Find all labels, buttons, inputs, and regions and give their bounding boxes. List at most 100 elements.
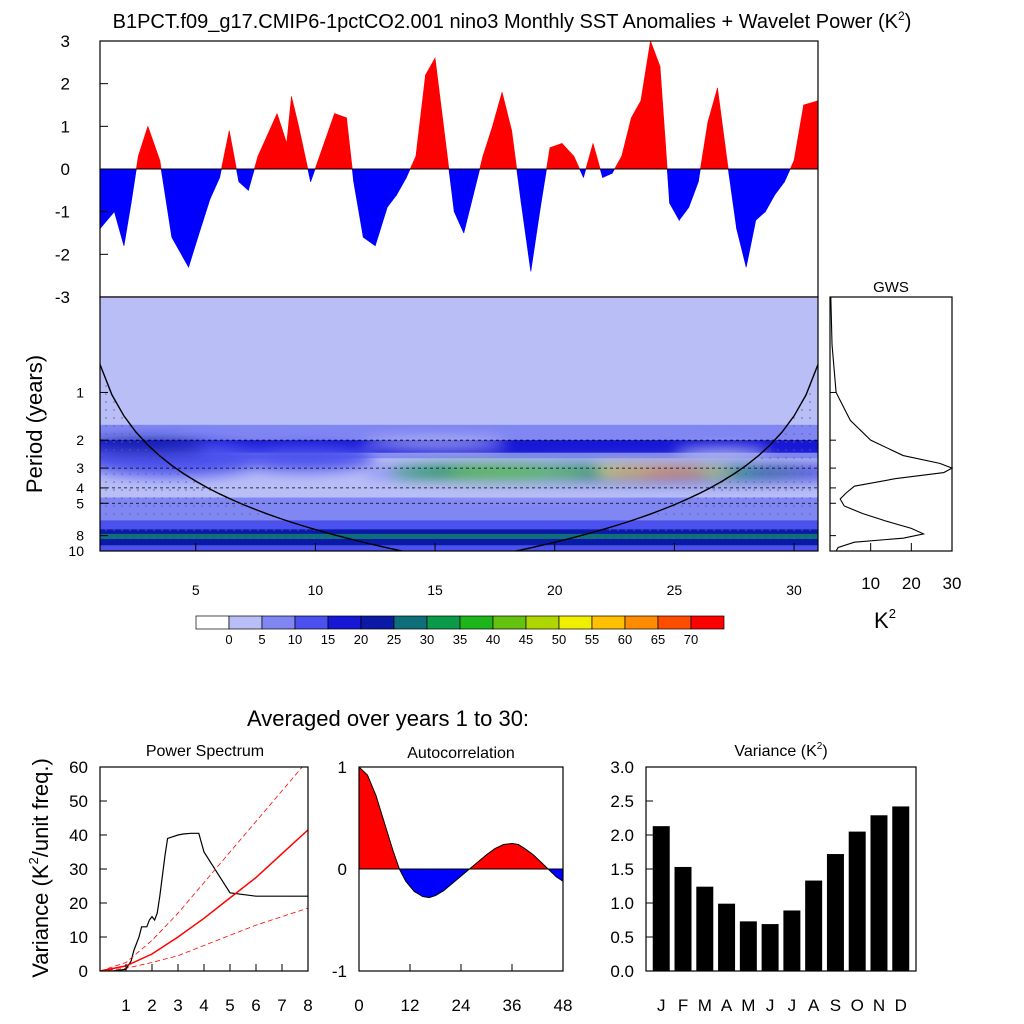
y-tick-label: -1 [55,203,70,222]
variance-x-tick-label: J [657,996,666,1015]
y-tick-label: 3 [61,32,70,51]
colorbar-swatch [459,615,494,630]
variance-panel: Variance (K2) J F M A M J J A S O N D3.02.52.01.51.… [610,741,917,1015]
anomaly-negative-area [99,168,115,230]
red-noise-line [100,829,308,971]
autocorr-negative-area [428,868,436,898]
timeseries-y-ticks: 3 2 1 0 -1 -2 -3 [55,32,108,307]
colorbar-label: 45 [519,632,533,647]
anomaly-positive-area [286,96,292,170]
anomaly-negative-area [362,168,376,247]
anomaly-negative-area [219,168,222,178]
colorbar-label: 5 [258,632,265,647]
ac-x-tick-label: 48 [554,996,573,1015]
ac-x-tick-label: 12 [401,996,420,1015]
colorbar-swatch [294,615,329,630]
anomaly-positive-area [726,160,729,170]
colorbar-label: 60 [618,632,632,647]
colorbar-swatch [228,615,263,630]
variance-bar [870,815,888,971]
ps-x-tick-label: 2 [147,996,156,1015]
variance-bar [826,854,844,971]
variance-x-tick-label: J [788,996,797,1015]
variance-x-tick-label: N [873,996,885,1015]
anomaly-negative-area [678,168,690,222]
ps-y-tick-label: 0 [79,962,88,981]
anomaly-negative-area [765,168,776,213]
cone-of-influence-line [100,364,818,551]
x-tick-label: 30 [786,582,802,598]
ps-x-tick-label: 8 [303,996,312,1015]
anomaly-negative-area [583,168,587,178]
colorbar-label: 70 [684,632,698,647]
wavelet-power-blob [363,438,507,449]
variance-x-tick-label: D [895,996,907,1015]
anomaly-positive-area [717,87,728,170]
ps-y-tick-label: 40 [69,826,88,845]
ac-x-tick-label: 36 [503,996,522,1015]
anomaly-negative-area [688,168,699,208]
colorbar-swatch [525,615,560,630]
colorbar-label: 10 [288,632,302,647]
anomaly-positive-area [789,160,795,170]
anomaly-negative-area [745,168,757,268]
power-spectrum-y-axis-label: Variance (K2/unit freq.) [26,758,53,978]
ps-x-tick-label: 7 [277,996,286,1015]
colorbar-label: 65 [651,632,665,647]
anomaly-positive-area [492,92,503,170]
anomaly-negative-area [666,168,670,204]
colorbar-swatch [591,615,626,630]
wavelet-power-blob [231,445,376,471]
x-tick-label: 10 [308,582,324,598]
anomaly-negative-area [123,168,132,246]
colorbar-label: 50 [552,632,566,647]
anomaly-negative-area [406,168,411,178]
colorbar-label: 20 [354,632,368,647]
anomaly-positive-area [549,142,563,170]
power-spectrum-panel: Power Spectrum 0 10 20 30 40 50 60 1 2 3 4 5 6 7 8 Var… [26,743,313,1015]
averaged-title: Averaged over years 1 to 30: [247,706,529,731]
anomaly-positive-area [137,126,149,170]
y-tick-label: 10 [68,543,84,559]
anomaly-positive-area [631,99,642,170]
anomaly-negative-area [755,168,766,221]
autocorr-negative-area [452,868,462,884]
wavelet-power-blob [447,467,591,478]
variance-x-tick-label: F [678,996,688,1015]
anomaly-positive-area [253,156,259,170]
variance-bar [718,903,736,971]
colorbar-label: 25 [387,632,401,647]
var-y-tick-label: 1.0 [610,894,634,913]
anomaly-negative-area [171,168,189,269]
ps-x-tick-label: 6 [251,996,260,1015]
variance-x-tick-label: J [766,996,775,1015]
anomaly-negative-area [209,168,220,199]
anomaly-positive-area [621,117,632,170]
anomaly-negative-area [448,168,455,212]
colorbar-swatch [393,615,428,630]
wavelet-power-contours [100,438,818,494]
variance-bar [652,826,670,971]
autocorr-positive-area [375,795,385,870]
variance-bar [892,806,910,971]
anomaly-positive-area [276,113,287,170]
ps-x-tick-label: 5 [225,996,234,1015]
anomaly-positive-area [546,147,551,170]
variance-x-tick-label: M [741,996,755,1015]
anomaly-positive-area [561,142,575,170]
colorbar-label: 55 [585,632,599,647]
var-y-tick-label: 3.0 [610,758,634,777]
wavelet-y-axis-label: Period (years) [22,355,47,493]
anomaly-positive-area [434,58,445,170]
y-tick-label: -3 [55,288,70,307]
variance-plot: J F M A M J J A S O N D3.02.52.01.51.00.50.0 [610,758,910,1015]
anomaly-negative-area [463,168,474,234]
autocorrelation-title: Autocorrelation [407,745,515,762]
variance-x-tick-label: M [698,996,712,1015]
anomaly-positive-area [322,113,335,170]
anomaly-positive-area [585,143,594,170]
wavelet-frame [99,296,819,552]
variance-bar [848,831,866,971]
colorbar-label: 35 [453,632,467,647]
